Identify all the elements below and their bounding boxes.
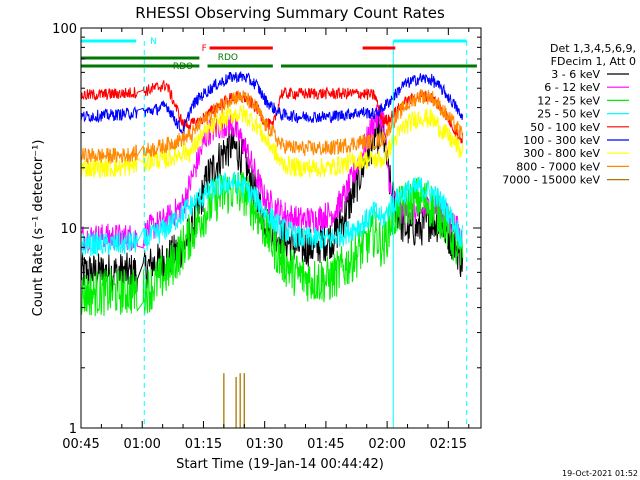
series-12-25keV [80, 172, 464, 317]
legend-entry-label: 25 - 50 keV [537, 108, 600, 121]
series-7000-15000keV [223, 373, 245, 428]
x-tick-label: 01:45 [307, 437, 344, 452]
legend-entry-label: 12 - 25 keV [537, 94, 600, 107]
legend-entry-label: 6 - 12 keV [544, 81, 600, 94]
series-25-50keV [80, 171, 464, 257]
legend: Det 1,3,4,5,6,9,FDecim 1, Att 03 - 6 keV… [502, 42, 636, 187]
series-line [80, 172, 464, 317]
series-300-800keV [80, 105, 464, 179]
saa-label: N [150, 37, 157, 47]
night-label: RDO [173, 62, 193, 72]
axis-layer: 00:45 01:00 01:15 01:30 01:45 02:00 02:15 1 10 10… [52, 22, 481, 452]
x-tick-label: 02:00 [368, 437, 405, 452]
legend-entry-label: 3 - 6 keV [551, 68, 600, 81]
chart-title: RHESSI Observing Summary Count Rates [135, 4, 445, 22]
x-tick-label: 01:15 [185, 437, 222, 452]
series-100-300keV [80, 71, 464, 138]
legend-entry-label: 100 - 300 keV [523, 134, 600, 147]
x-tick-label: 01:30 [246, 437, 283, 452]
x-axis-label: Start Time (19-Jan-14 00:44:42) [176, 457, 384, 472]
x-tick-label: 00:45 [62, 437, 99, 452]
annotation-layer: N F RDO RDO [80, 37, 477, 428]
legend-entry-label: 300 - 800 keV [523, 147, 600, 160]
legend-header: FDecim 1, Att 0 [551, 55, 636, 68]
y-tick-label: 100 [52, 22, 77, 37]
series-line [80, 71, 464, 138]
y-tick-label: 10 [60, 222, 77, 237]
night-label: RDO [218, 53, 238, 63]
y-tick-label: 1 [69, 422, 77, 437]
flare-label: F [202, 44, 207, 54]
series-layer [80, 71, 464, 428]
series-line [80, 105, 464, 179]
series-line [80, 88, 464, 164]
legend-header: Det 1,3,4,5,6,9, [550, 42, 636, 55]
x-tick-label: 01:00 [123, 437, 160, 452]
y-axis-label: Count Rate (s⁻¹ detector⁻¹) [31, 140, 46, 317]
series-800-7000keV [80, 88, 464, 164]
generation-timestamp: 19-Oct-2021 01:52 [562, 469, 638, 478]
legend-entry-label: 800 - 7000 keV [516, 160, 600, 173]
legend-entry-label: 7000 - 15000 keV [502, 174, 600, 187]
legend-entry-label: 50 - 100 keV [530, 121, 600, 134]
series-line [80, 171, 464, 257]
x-tick-label: 02:15 [430, 437, 467, 452]
